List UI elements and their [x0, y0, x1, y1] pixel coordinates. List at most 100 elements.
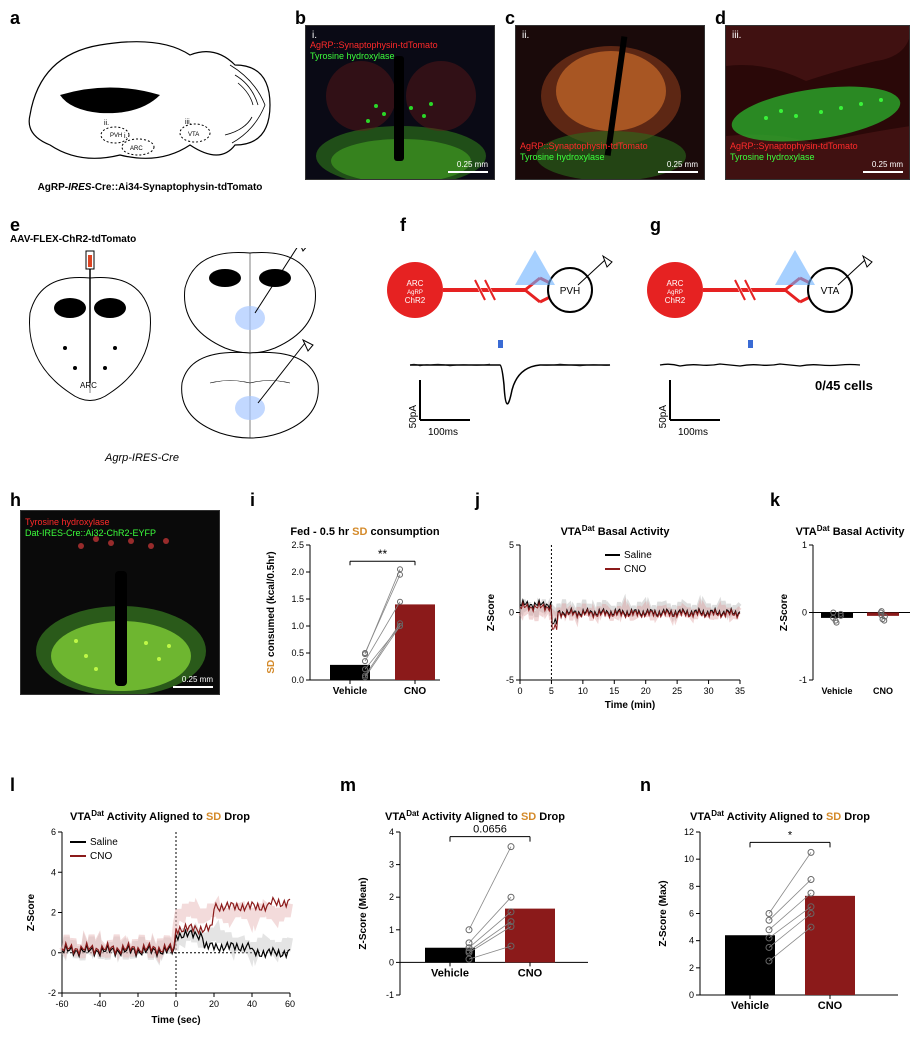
coronal-sections: ARC — [15, 248, 335, 443]
panel-label-j: j — [475, 490, 480, 511]
svg-text:Time (min): Time (min) — [605, 700, 655, 710]
svg-text:-2: -2 — [48, 988, 56, 998]
svg-text:Fed - 0.5 hr SD consumption: Fed - 0.5 hr SD consumption — [290, 526, 439, 538]
svg-text:0: 0 — [173, 999, 178, 1009]
svg-text:50pA: 50pA — [658, 405, 669, 429]
svg-text:CNO: CNO — [404, 686, 426, 697]
svg-text:SD consumed (kcal/0.5hr): SD consumed (kcal/0.5hr) — [266, 551, 277, 673]
svg-text:Z-Score (Mean): Z-Score (Mean) — [358, 877, 369, 949]
svg-text:4: 4 — [689, 936, 694, 946]
overlay-grn-c: Tyrosine hydroxylase — [520, 152, 605, 162]
svg-text:Z-Score: Z-Score — [779, 593, 790, 631]
svg-text:25: 25 — [672, 686, 682, 696]
svg-text:PVH: PVH — [560, 286, 581, 297]
chart-n: VTADat Activity Aligned to SD Drop024681… — [650, 810, 910, 1025]
svg-text:VTA: VTA — [821, 286, 840, 297]
svg-text:VTADat Activity Aligned to SD: VTADat Activity Aligned to SD Drop — [690, 810, 870, 823]
chart-i: Fed - 0.5 hr SD consumption0.00.51.01.52… — [260, 525, 450, 710]
svg-text:iii.: iii. — [185, 119, 192, 126]
svg-text:100ms: 100ms — [678, 427, 708, 438]
svg-text:4: 4 — [51, 867, 56, 877]
svg-text:6: 6 — [51, 827, 56, 837]
svg-text:Z-Score: Z-Score — [486, 593, 497, 631]
svg-text:VTADat Activity Aligned to SD: VTADat Activity Aligned to SD Drop — [385, 810, 565, 823]
panel-label-g: g — [650, 215, 661, 236]
svg-text:-1: -1 — [799, 675, 807, 685]
svg-text:2.5: 2.5 — [291, 540, 304, 550]
virus-label: AAV-FLEX-ChR2-tdTomato — [10, 234, 136, 245]
svg-text:2.0: 2.0 — [291, 567, 304, 577]
svg-text:15: 15 — [609, 686, 619, 696]
trace-f: 50pA 100ms — [400, 335, 620, 445]
roman-iii: iii. — [732, 30, 741, 41]
overlay-grn-h: Dat-IRES-Cre::Ai32-ChR2-EYFP — [25, 528, 156, 538]
svg-text:Vehicle: Vehicle — [821, 686, 852, 696]
chart-m: VTADat Activity Aligned to SD Drop-10123… — [350, 810, 600, 1025]
svg-text:Z-Score (Max): Z-Score (Max) — [658, 880, 669, 946]
svg-text:**: ** — [378, 547, 388, 561]
svg-text:35: 35 — [735, 686, 745, 696]
scalebar-h: 0.25 mm — [173, 675, 213, 688]
trace-g: 0/45 cells 50pA 100ms — [650, 335, 900, 445]
svg-text:50pA: 50pA — [408, 405, 419, 429]
svg-text:0.5: 0.5 — [291, 648, 304, 658]
svg-text:0: 0 — [517, 686, 522, 696]
svg-text:0: 0 — [509, 608, 514, 618]
svg-text:0: 0 — [51, 948, 56, 958]
panel-label-e: e — [10, 215, 20, 236]
svg-text:40: 40 — [247, 999, 257, 1009]
svg-text:3: 3 — [389, 860, 394, 870]
svg-text:Saline: Saline — [90, 837, 118, 848]
svg-text:CNO: CNO — [818, 1000, 843, 1012]
svg-text:0: 0 — [802, 608, 807, 618]
svg-text:1: 1 — [802, 540, 807, 550]
svg-text:20: 20 — [641, 686, 651, 696]
svg-text:100ms: 100ms — [428, 427, 458, 438]
svg-text:10: 10 — [684, 854, 694, 864]
svg-text:ARC: ARC — [407, 279, 424, 288]
panel-label-a: a — [10, 8, 20, 29]
svg-text:5: 5 — [549, 686, 554, 696]
svg-text:30: 30 — [704, 686, 714, 696]
panel-label-c: c — [505, 8, 515, 29]
svg-text:Vehicle: Vehicle — [333, 686, 368, 697]
svg-text:Time (sec): Time (sec) — [151, 1015, 200, 1025]
svg-text:20: 20 — [209, 999, 219, 1009]
panel-a-caption: AgRP-IRES-Cre::Ai34-Synaptophysin-tdToma… — [20, 182, 280, 193]
svg-text:CNO: CNO — [518, 967, 543, 979]
svg-text:10: 10 — [578, 686, 588, 696]
scalebar-d: 0.25 mm — [863, 160, 903, 173]
svg-text:CNO: CNO — [90, 851, 112, 862]
svg-text:ARC: ARC — [80, 381, 97, 390]
svg-text:1.5: 1.5 — [291, 594, 304, 604]
svg-text:-20: -20 — [131, 999, 144, 1009]
svg-text:1.0: 1.0 — [291, 621, 304, 631]
svg-text:Vehicle: Vehicle — [731, 1000, 769, 1012]
micrograph-d: iii. AgRP::Synaptophysin-tdTomato Tyrosi… — [725, 25, 910, 180]
svg-text:0: 0 — [689, 990, 694, 1000]
roman-ii: ii. — [522, 30, 529, 41]
circuit-g: ARC AgRP ChR2 VTA — [640, 240, 880, 330]
svg-text:ARC: ARC — [667, 279, 684, 288]
svg-text:1: 1 — [389, 925, 394, 935]
svg-text:2: 2 — [689, 963, 694, 973]
panel-label-m: m — [340, 775, 356, 796]
svg-text:2: 2 — [51, 908, 56, 918]
scalebar-b: 0.25 mm — [448, 160, 488, 173]
svg-text:CNO: CNO — [624, 564, 646, 575]
region-arc: ARC — [130, 146, 143, 152]
panel-label-k: k — [770, 490, 780, 511]
svg-text:0.0656: 0.0656 — [473, 824, 507, 836]
region-pvh: PVH — [110, 133, 122, 139]
svg-text:VTADat Basal Activity: VTADat Basal Activity — [796, 525, 906, 538]
overlay-red-h: Tyrosine hydroxylase — [25, 517, 110, 527]
chart-j: VTADat Basal Activity-50505101520253035Z… — [480, 525, 750, 710]
svg-text:i.: i. — [124, 133, 128, 140]
svg-text:ChR2: ChR2 — [665, 296, 686, 305]
chart-l: VTADat Activity Aligned to SD Drop-20246… — [20, 810, 300, 1025]
svg-text:Vehicle: Vehicle — [431, 967, 469, 979]
svg-text:5: 5 — [509, 540, 514, 550]
svg-text:-5: -5 — [506, 675, 514, 685]
svg-text:CNO: CNO — [873, 686, 893, 696]
panel-label-f: f — [400, 215, 406, 236]
